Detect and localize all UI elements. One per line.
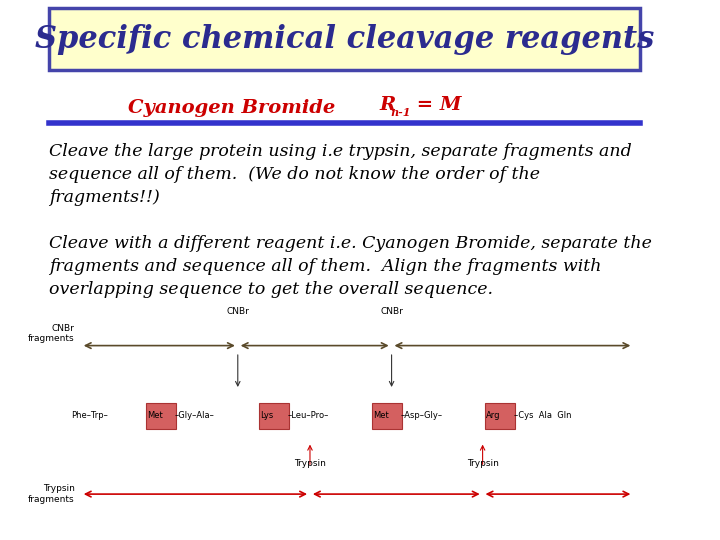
Bar	[372, 403, 402, 429]
Text: n-1: n-1	[390, 107, 411, 118]
Text: Trypsin: Trypsin	[467, 459, 498, 468]
Bar	[50, 8, 639, 70]
Text: –Asp–Gly–: –Asp–Gly–	[401, 411, 443, 420]
Text: CNBr: CNBr	[380, 307, 403, 316]
Text: Cleave with a different reagent i.e. Cyanogen Bromide, separate the
fragments an: Cleave with a different reagent i.e. Cya…	[50, 235, 652, 298]
Bar	[259, 403, 289, 429]
Text: CNBr: CNBr	[226, 307, 249, 316]
Text: –Gly–Ala–: –Gly–Ala–	[175, 411, 215, 420]
Text: CNBr
fragments: CNBr fragments	[28, 324, 75, 343]
Bar	[485, 403, 516, 429]
Text: = M: = M	[410, 96, 462, 114]
Text: Cyanogen Bromide: Cyanogen Bromide	[128, 99, 335, 117]
Text: Cleave the large protein using i.e trypsin, separate fragments and
sequence all : Cleave the large protein using i.e tryps…	[50, 143, 632, 206]
Text: R: R	[379, 96, 395, 114]
Text: Met: Met	[147, 411, 163, 420]
Text: Arg: Arg	[486, 411, 500, 420]
Text: –Cys  Ala  Gln: –Cys Ala Gln	[514, 411, 572, 420]
Text: Trypsin: Trypsin	[294, 459, 326, 468]
Text: Phe–Trp–: Phe–Trp–	[71, 411, 108, 420]
Text: Met: Met	[373, 411, 389, 420]
Text: Lys: Lys	[260, 411, 273, 420]
Text: Trypsin
fragments: Trypsin fragments	[28, 484, 75, 504]
Bar	[146, 403, 176, 429]
Text: –Leu–Pro–: –Leu–Pro–	[288, 411, 329, 420]
Text: Specific chemical cleavage reagents: Specific chemical cleavage reagents	[35, 24, 654, 55]
